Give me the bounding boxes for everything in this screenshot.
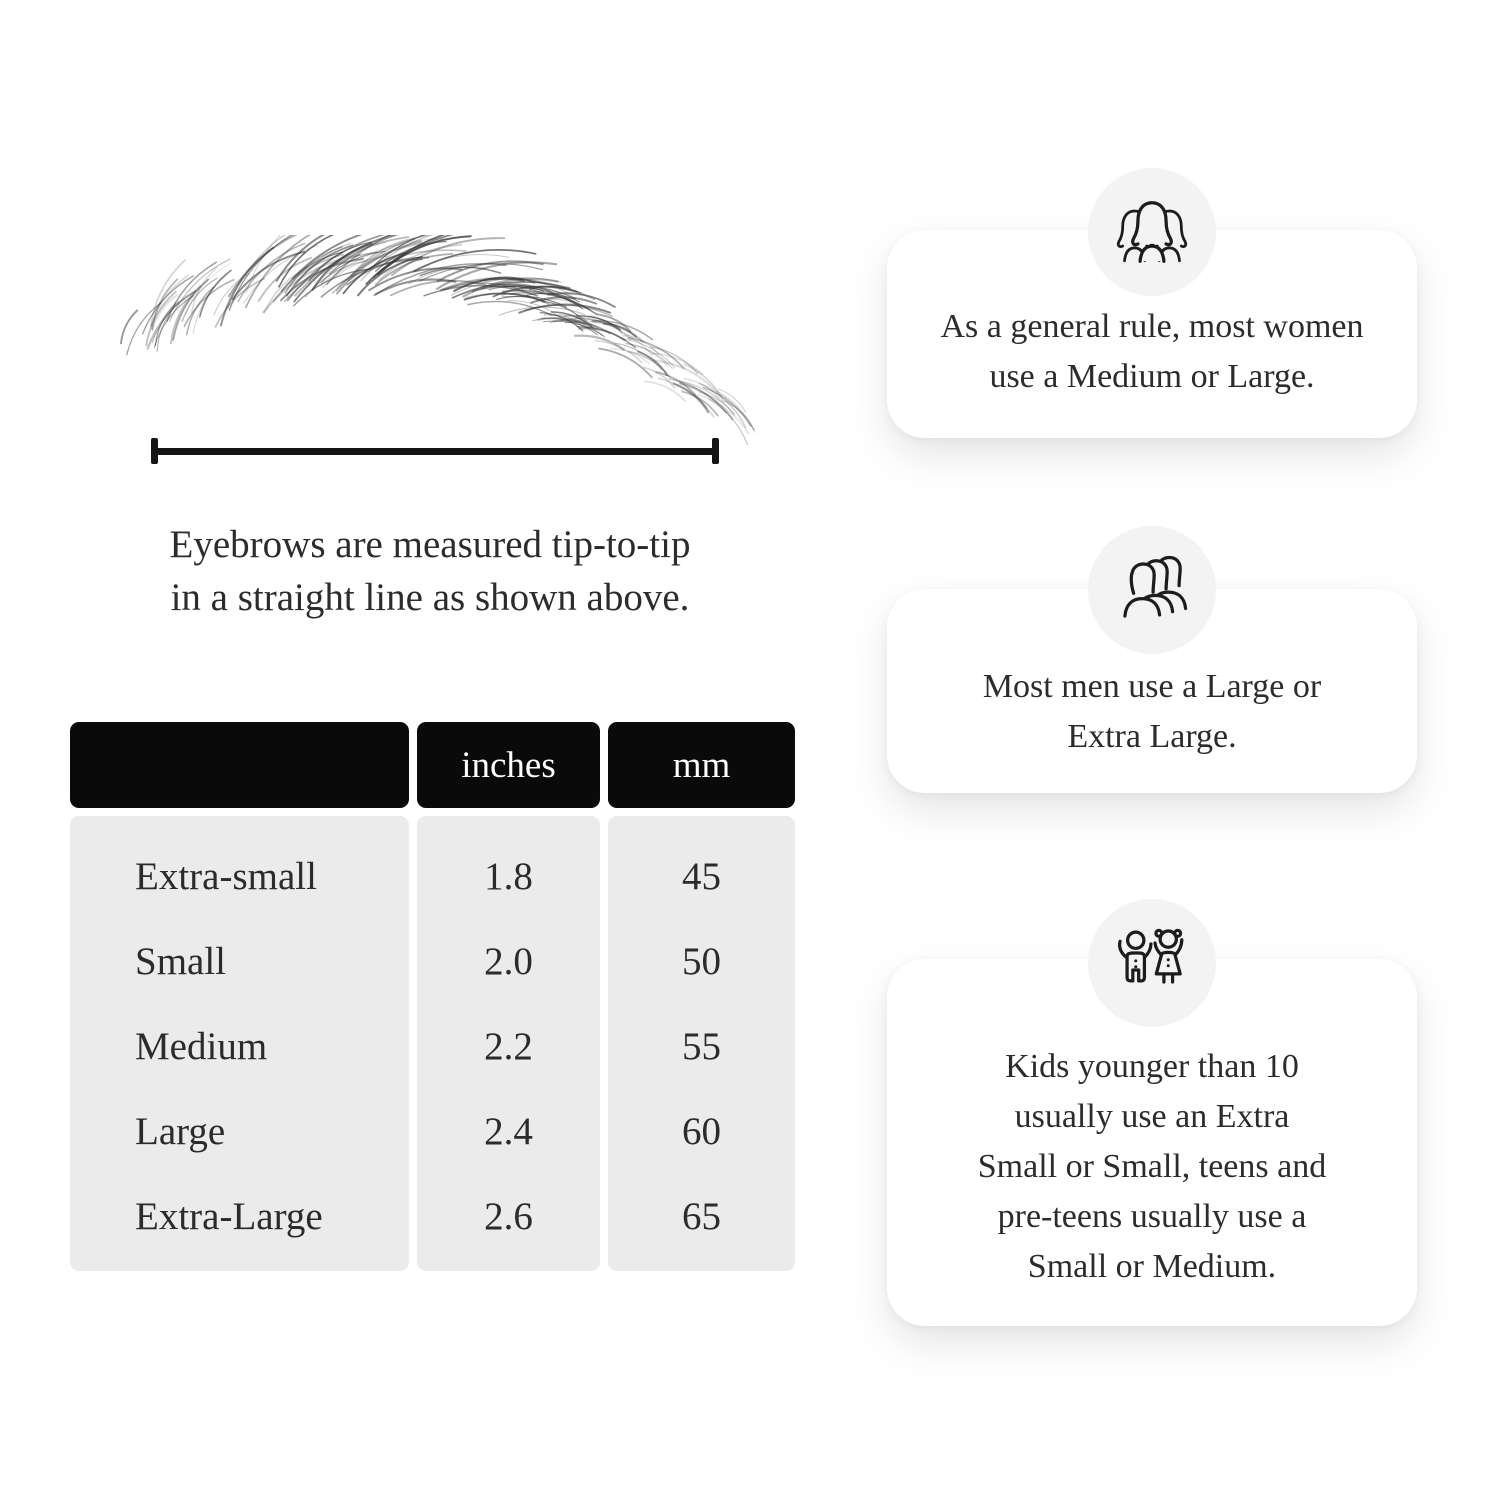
size-label: Small: [135, 940, 227, 983]
caption-line-2: in a straight line as shown above.: [170, 576, 690, 619]
size-table-header-inches: inches: [417, 722, 600, 808]
card-kids-line-2: usually use an Extra: [1014, 1098, 1290, 1135]
card-kids-line-3: Small or Small, teens and: [977, 1148, 1327, 1185]
card-men: Most men use a Large or Extra Large.: [887, 589, 1417, 793]
size-table-column-inches: inches 1.8 2.0 2.2 2.4 2.6: [417, 722, 600, 1271]
measurement-line: [151, 438, 719, 464]
women-group-icon: [1116, 201, 1188, 263]
men-group-icon: [1123, 555, 1188, 618]
card-men-line-2: Extra Large.: [1067, 718, 1237, 755]
size-table-inches-body: 1.8 2.0 2.2 2.4 2.6: [417, 816, 600, 1271]
card-women-line-1: As a general rule, most women: [940, 308, 1364, 345]
women-icon-circle: [1088, 168, 1216, 296]
size-table-header-blank: [70, 722, 409, 808]
card-kids-line-5: Small or Medium.: [1027, 1248, 1277, 1285]
mm-value: 55: [682, 1025, 721, 1068]
eyebrow-illustration: [119, 235, 755, 445]
card-men-line-1: Most men use a Large or: [982, 668, 1322, 705]
mm-value: 50: [682, 940, 721, 983]
inches-value: 2.2: [484, 1025, 533, 1068]
measurement-bar: [151, 448, 719, 455]
mm-value: 45: [682, 855, 721, 898]
size-table-header-mm: mm: [608, 722, 795, 808]
size-table-mm-body: 45 50 55 60 65: [608, 816, 795, 1271]
size-table-labels-body: Extra-small Small Medium Large Extra-Lar…: [70, 816, 409, 1271]
size-label: Extra-small: [135, 855, 317, 898]
inches-value: 2.4: [484, 1110, 533, 1153]
card-kids-line-1: Kids younger than 10: [1005, 1048, 1299, 1085]
size-label: Large: [135, 1110, 226, 1153]
size-table-column-mm: mm 45 50 55 60 65: [608, 722, 795, 1271]
men-icon-circle: [1088, 526, 1216, 654]
measurement-tick-right: [712, 438, 719, 464]
inches-value: 2.6: [484, 1195, 533, 1238]
card-kids-line-4: pre-teens usually use a: [997, 1198, 1307, 1235]
kids-icon: [1118, 928, 1184, 984]
card-women-line-2: use a Medium or Large.: [989, 358, 1315, 395]
card-women: As a general rule, most women use a Medi…: [887, 230, 1417, 438]
caption-line-1: Eyebrows are measured tip-to-tip: [169, 523, 691, 566]
size-label: Medium: [135, 1025, 268, 1068]
kids-icon-circle: [1088, 899, 1216, 1027]
measurement-caption: Eyebrows are measured tip-to-tip in a st…: [85, 518, 775, 624]
inches-value: 2.0: [484, 940, 533, 983]
mm-value: 65: [682, 1195, 721, 1238]
size-table: Extra-small Small Medium Large Extra-Lar…: [70, 722, 795, 1271]
mm-value: 60: [682, 1110, 721, 1153]
size-table-column-labels: Extra-small Small Medium Large Extra-Lar…: [70, 722, 409, 1271]
inches-value: 1.8: [484, 855, 533, 898]
size-label: Extra-Large: [135, 1195, 323, 1238]
